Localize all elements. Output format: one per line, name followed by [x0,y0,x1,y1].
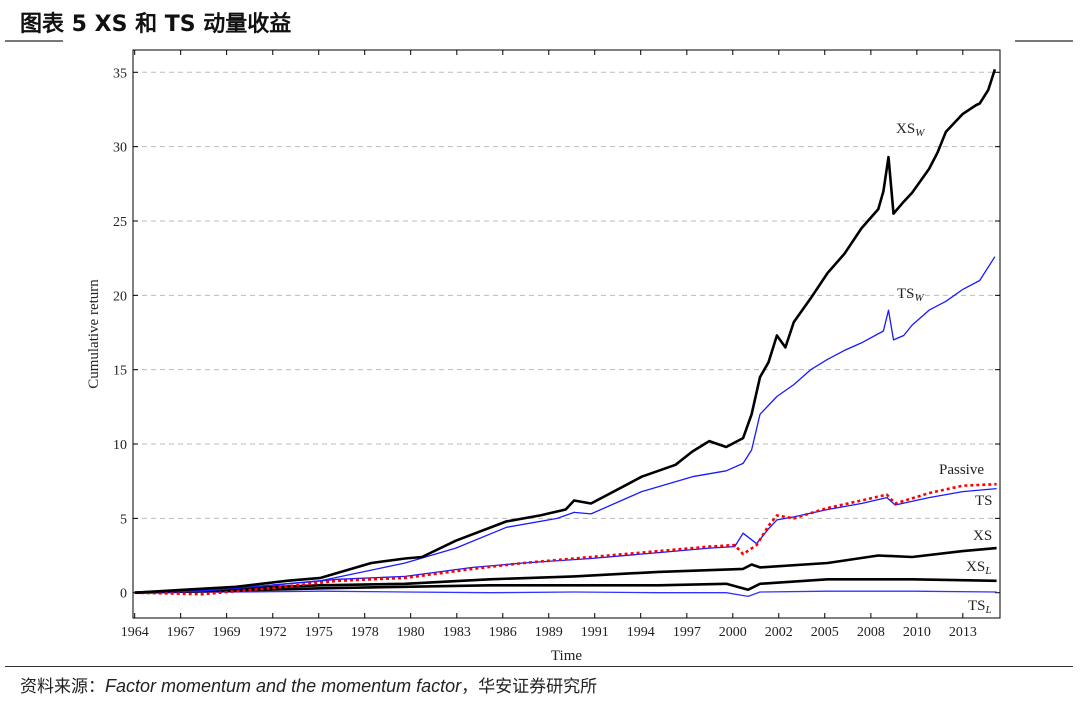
figure-title: 图表 5 XS 和 TS 动量收益 [20,12,292,37]
title-rule [1015,40,1073,42]
y-tick-label: 30 [113,141,127,156]
series-label-ts: TS [975,493,993,509]
source-paper: Factor momentum and the momentum factor [105,676,462,696]
y-axis-label: Cumulative return [86,279,102,389]
series-line-ts [134,487,997,594]
series-line-ts-l [134,590,997,598]
x-tick-label: 2010 [903,625,931,640]
x-tick-label: 2002 [765,625,793,640]
x-tick-label: 2000 [719,625,747,640]
source-note: 资料来源：Factor momentum and the momentum fa… [20,672,597,697]
source-prefix: 资料来源： [20,677,105,697]
x-tick-label: 1969 [213,625,241,640]
y-tick-label: 10 [113,438,127,453]
x-axis-label: Time [551,648,582,664]
x-tick-label: 1989 [535,625,563,640]
y-tick-label: 25 [113,215,127,230]
series-label-ts-l: TSL [968,598,992,616]
series-line-xs [134,546,997,594]
y-tick-label: 15 [113,364,127,379]
series-label-ts-w: TSW [897,286,925,304]
series-label-passive: Passive [939,462,984,478]
y-tick-label: 35 [113,66,127,81]
plot-frame [132,49,1001,619]
source-suffix: ，华安证券研究所 [461,677,598,697]
x-tick-label: 2005 [811,625,839,640]
source-rule [5,666,1073,667]
x-tick-label: 1964 [121,625,149,640]
x-tick-label: 1975 [305,625,333,640]
y-tick-label: 20 [113,289,127,304]
x-tick-label: 1967 [167,625,195,640]
series-line-xs-w [134,68,997,594]
series-line-passive [134,482,997,596]
series-line-ts-w [134,256,996,594]
x-tick-label: 1980 [397,625,425,640]
series-line-xs-l [134,578,997,594]
x-tick-label: 1983 [443,625,471,640]
series-label-xs: XS [973,528,992,544]
x-tick-label: 1978 [351,625,379,640]
series-label-xs-w: XSW [896,121,925,139]
x-tick-label: 1986 [489,625,517,640]
x-tick-label: 2008 [857,625,885,640]
x-tick-label: 1994 [627,625,655,640]
x-tick-label: 2013 [949,625,977,640]
x-tick-label: 1997 [673,625,701,640]
x-tick-label: 1991 [581,625,609,640]
y-tick-label: 5 [120,512,127,527]
x-tick-label: 1972 [259,625,287,640]
title-rule [5,40,63,42]
series-label-xs-l: XSL [966,559,991,577]
y-tick-label: 0 [120,587,127,602]
